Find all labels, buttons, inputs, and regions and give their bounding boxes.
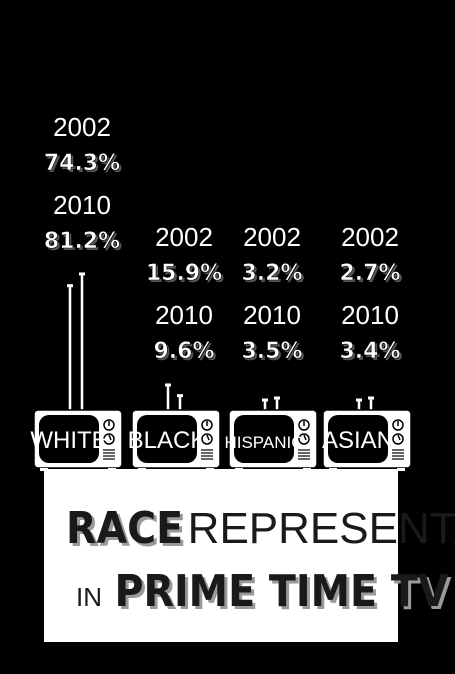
subtitle-bold: PRIME TIME TV	[114, 566, 449, 617]
value-shadow: 3.4%	[341, 341, 402, 366]
chart-title: RACE REPRESENTATION	[66, 503, 455, 554]
knob-icon	[201, 433, 213, 445]
data-label-asian-2010: 3.4%	[339, 339, 400, 364]
category-label-black: BLACK	[128, 427, 207, 454]
year-label-2010: 2010	[243, 300, 301, 330]
data-label-hispanic-2002: 3.2%	[241, 261, 302, 286]
category-label-white: WHITE	[30, 427, 107, 454]
value-shadow: 74.3%	[46, 153, 122, 178]
knob-icon	[392, 433, 404, 445]
tv-leg	[397, 468, 405, 471]
tv-screen	[328, 415, 388, 463]
knob-pointer	[108, 434, 112, 441]
knob-pointer	[397, 434, 401, 441]
data-label-hispanic-2010: 3.5%	[241, 339, 302, 364]
value-shadow: 15.9%	[148, 263, 224, 288]
title-bold: RACE	[66, 503, 184, 554]
subtitle-small: IN	[76, 582, 102, 612]
tv-white: WHITE	[30, 409, 123, 471]
tv-screen	[234, 415, 294, 463]
value-shadow: 2.7%	[341, 263, 402, 288]
tv-screen	[137, 415, 197, 463]
data-label-white-2010: 81.2%	[44, 229, 120, 254]
value-shadow: 9.6%	[155, 341, 216, 366]
year-label-2002: 2002	[243, 222, 301, 252]
tv-black: BLACK	[128, 409, 221, 471]
value-shadow: 3.5%	[243, 341, 304, 366]
year-label-2002: 2002	[53, 112, 111, 142]
knob-icon	[103, 433, 115, 445]
data-label-asian-2002: 2.7%	[339, 261, 400, 286]
knob-icon	[298, 433, 310, 445]
chart-subtitle: IN PRIME TIME TV	[76, 566, 448, 617]
category-label-hispanic: HISPANIC	[224, 433, 303, 452]
tv-asian: ASIAN	[322, 409, 412, 471]
title-light: REPRESENTATION	[187, 504, 455, 553]
knob-pointer	[206, 434, 210, 441]
title-box	[44, 469, 398, 642]
category-label-asian: ASIAN	[322, 427, 394, 454]
data-label-black-2002: 15.9%	[146, 261, 222, 286]
year-label-2010: 2010	[341, 300, 399, 330]
year-label-2010: 2010	[53, 190, 111, 220]
data-label-black-2010: 9.6%	[153, 339, 214, 364]
tv-screen	[39, 415, 99, 463]
year-label-2002: 2002	[341, 222, 399, 252]
year-label-2010: 2010	[155, 300, 213, 330]
data-label-white-2002: 74.3%	[44, 151, 120, 176]
value-shadow: 81.2%	[46, 231, 122, 256]
tv-hispanic: HISPANIC	[224, 409, 318, 471]
value-shadow: 3.2%	[243, 263, 304, 288]
year-label-2002: 2002	[155, 222, 213, 252]
knob-pointer	[303, 434, 307, 441]
